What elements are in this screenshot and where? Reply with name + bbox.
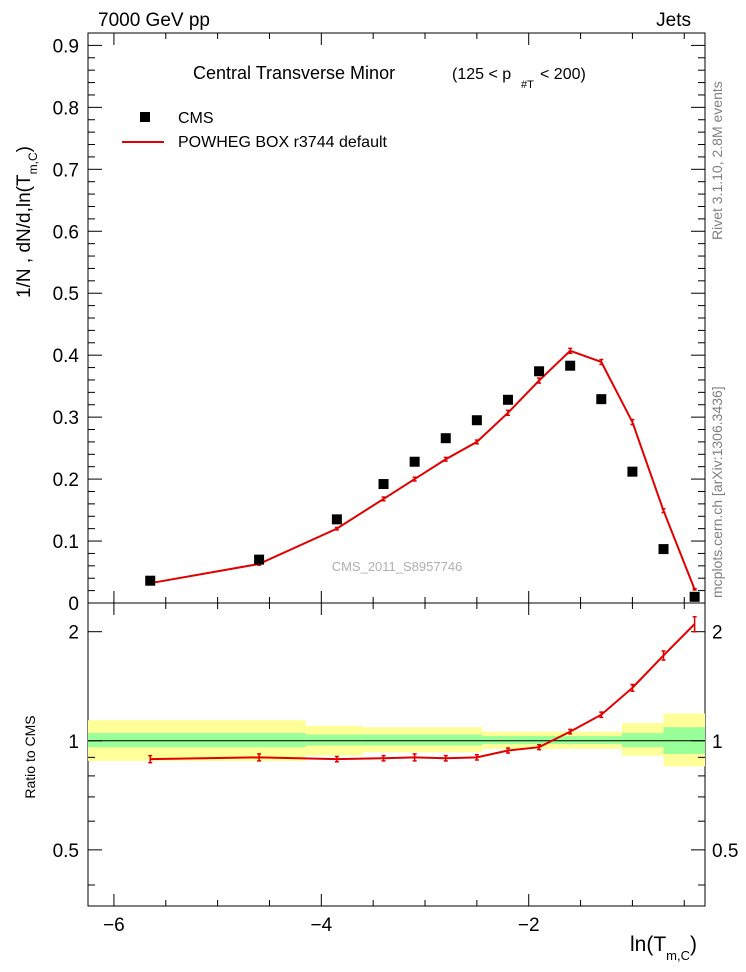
- ratio-y-tick-label-right: 1: [712, 732, 723, 753]
- ratio-y-tick-label-left: 1: [68, 732, 79, 753]
- ratio-band-inner-0: [88, 733, 306, 748]
- legend-mc-label: POWHEG BOX r3744 default: [178, 134, 388, 151]
- cms-data-point: [534, 366, 545, 377]
- y-tick-label: 0.6: [53, 222, 79, 243]
- ratio-y-axis-label: Ratio to CMS: [22, 715, 38, 798]
- cms-data-point: [254, 554, 265, 565]
- cms-data-point: [378, 479, 389, 490]
- y-tick-label: 0.1: [53, 532, 79, 553]
- y-tick-label: 0.8: [53, 98, 79, 119]
- cms-data-point: [627, 466, 638, 477]
- y-tick-label: 0.3: [53, 408, 79, 429]
- ratio-y-tick-label-right: 0.5: [712, 841, 738, 862]
- main-y-label-subscript: m,C: [26, 152, 40, 174]
- ratio-y-label-text: Ratio to CMS: [22, 715, 38, 798]
- legend-cms-marker: [140, 112, 150, 122]
- side-label-top: Rivet 3.1.10, 2.8M events: [709, 81, 725, 240]
- cms-data-point: [471, 415, 482, 426]
- cms-data-point: [565, 360, 576, 371]
- main-y-axis-label: 1/N , dN/d,ln(Tm,C): [14, 146, 40, 298]
- ratio-y-tick-label-left: 2: [68, 623, 79, 644]
- plot-title: Central Transverse Minor: [193, 63, 395, 83]
- legend-cms-label: CMS: [178, 110, 214, 127]
- cms-data-point: [689, 591, 700, 602]
- x-tick-label: −4: [310, 915, 332, 936]
- ratio-band-inner-1: [305, 734, 363, 746]
- side-label-bottom: mcplots.cern.ch [arXiv:1306.3436]: [709, 386, 725, 598]
- ratio-y-tick-label-left: 0.5: [53, 841, 79, 862]
- y-tick-label: 0.7: [53, 160, 79, 181]
- header-process-label: Jets: [656, 10, 691, 31]
- main-y-label-text: 1/N , dN/d,ln(T: [14, 174, 35, 298]
- svg-text:mcplots.cern.ch [arXiv:1306.34: mcplots.cern.ch [arXiv:1306.3436]: [709, 386, 725, 598]
- cms-data-point: [409, 456, 420, 467]
- svg-text:Rivet 3.1.10, 2.8M events: Rivet 3.1.10, 2.8M events: [709, 81, 725, 240]
- chart-dynamic-layer: −6 −4 −2 0 0.1 0.2 0.3 0.4 0.5 0.6 0.7 0.8 0.9 0.5 0.5…: [53, 33, 738, 936]
- y-tick-label: 0.5: [53, 284, 79, 305]
- ratio-mc-line: [150, 623, 696, 761]
- y-tick-label: 0.4: [53, 346, 80, 367]
- x-axis-label: ln(Tm,C): [630, 933, 697, 963]
- x-tick-label: −2: [518, 915, 540, 936]
- ratio-y-tick-label-right: 2: [712, 623, 723, 644]
- ratio-band-inner-2: [362, 734, 483, 746]
- y-tick-label: 0: [68, 594, 79, 615]
- plot-title-range-prefix: (125 < p: [452, 66, 511, 83]
- cms-data-point: [658, 544, 669, 555]
- cms-data-point: [596, 394, 607, 405]
- cms-data-point: [145, 575, 156, 586]
- svg-text:1/N , dN/d,ln(Tm,C): 1/N , dN/d,ln(Tm,C): [14, 146, 40, 298]
- main-y-label-close: ): [14, 146, 35, 152]
- cms-data-point: [331, 514, 342, 525]
- plot-title-range-suffix: < 200): [540, 66, 586, 83]
- ratio-band-inner-4: [622, 733, 664, 748]
- y-tick-label: 0.9: [53, 36, 79, 57]
- header-energy-label: 7000 GeV pp: [98, 10, 210, 31]
- cms-data-point: [502, 394, 513, 405]
- mc-series-line: [150, 349, 696, 590]
- cms-data-point: [440, 433, 451, 444]
- plot-title-range-subscript: #T: [521, 79, 534, 91]
- y-tick-label: 0.2: [53, 470, 79, 491]
- x-tick-label: −6: [103, 915, 125, 936]
- analysis-watermark: CMS_2011_S8957746: [332, 559, 463, 574]
